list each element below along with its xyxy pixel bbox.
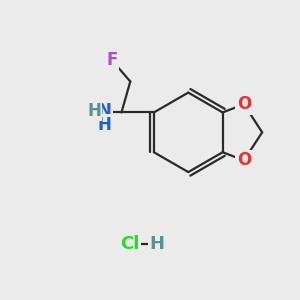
Text: O: O (237, 95, 251, 113)
Text: N: N (98, 102, 112, 120)
Text: H: H (98, 116, 112, 134)
Text: H: H (87, 102, 101, 120)
Text: H: H (150, 235, 165, 253)
Text: O: O (237, 152, 251, 169)
Text: F: F (106, 51, 118, 69)
Text: Cl: Cl (120, 235, 139, 253)
